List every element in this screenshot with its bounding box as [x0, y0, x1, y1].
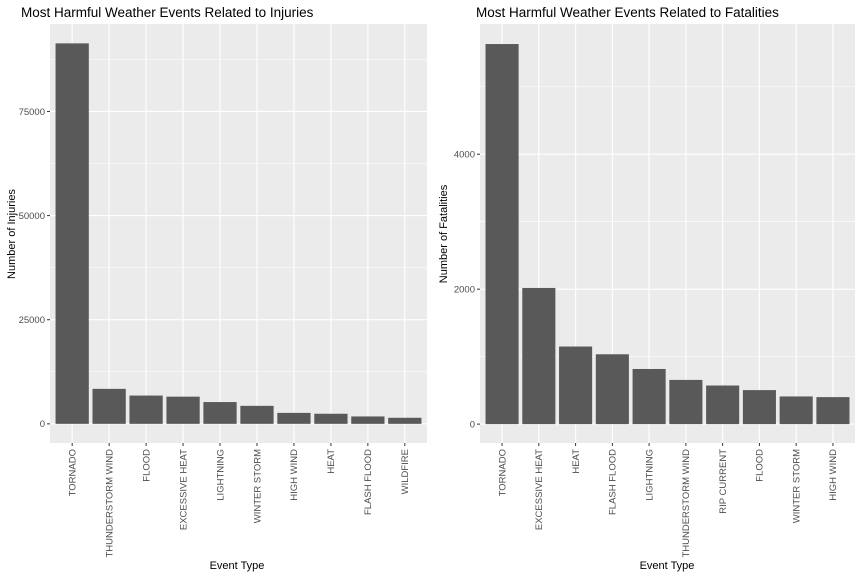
fatalities-bar-winter-storm	[779, 396, 813, 425]
fatalities-y-tick-label: 4000	[454, 150, 475, 161]
fatalities-y-tick-label: 2000	[454, 284, 475, 295]
fatalities-bar-thunderstorm-wind	[669, 379, 703, 425]
injuries-x-tick-label: WINTER STORM	[252, 449, 263, 523]
injuries-x-tick-label: TORNADO	[67, 449, 78, 496]
injuries-bar-heat	[314, 413, 348, 424]
injuries-bar-thunderstorm-wind	[92, 388, 126, 424]
fatalities-x-tick-label: RIP CURRENT	[718, 449, 729, 514]
fatalities-x-tick-label: HIGH WIND	[828, 449, 839, 501]
fatalities-chart-title: Most Harmful Weather Events Related to F…	[476, 5, 779, 20]
injuries-x-tick-label: THUNDERSTORM WIND	[104, 449, 115, 558]
injuries-x-tick-label: WILDFIRE	[400, 449, 411, 494]
fatalities-bar-flood	[742, 390, 776, 425]
fatalities-x-tick-label: EXCESSIVE HEAT	[534, 449, 545, 530]
fatalities-x-axis-title: Event Type	[640, 560, 695, 572]
fatalities-y-tick-label: 0	[470, 419, 475, 430]
injuries-x-tick-label: HIGH WIND	[289, 449, 300, 501]
fatalities-x-tick-label: HEAT	[571, 449, 582, 474]
injuries-x-tick-label: FLOOD	[141, 449, 152, 482]
injuries-bar-high-wind	[277, 412, 311, 424]
injuries-chart: 0 25000 50000 75000 TORNADO THUNDERSTORM WIND…	[6, 5, 427, 572]
fatalities-x-tick-label: THUNDERSTORM WIND	[681, 449, 692, 558]
injuries-bar-flash-flood	[351, 416, 385, 424]
fatalities-x-tick-label: TORNADO	[497, 449, 508, 496]
fatalities-bar-heat	[559, 346, 593, 425]
injuries-y-axis-title: Number of Injuries	[6, 189, 18, 279]
fatalities-bar-high-wind	[816, 397, 850, 425]
fatalities-bar-excessive-heat	[522, 287, 556, 425]
injuries-x-axis-title: Event Type	[210, 560, 265, 572]
injuries-y-tick-label: 25000	[19, 315, 45, 326]
fatalities-bar-tornado	[485, 44, 519, 425]
injuries-panel-background	[50, 24, 427, 443]
injuries-x-tick-label: EXCESSIVE HEAT	[178, 449, 189, 530]
fatalities-bar-flash-flood	[595, 354, 629, 425]
injuries-bar-tornado	[55, 43, 89, 424]
injuries-plot-area: 0 25000 50000 75000 TORNADO THUNDERSTORM WIND…	[19, 24, 427, 558]
fatalities-x-tick-label: FLASH FLOOD	[608, 449, 619, 515]
injuries-bar-wildfire	[388, 417, 422, 424]
injuries-bar-lightning	[203, 402, 237, 424]
fatalities-x-tick-label: WINTER STORM	[791, 449, 802, 523]
fatalities-x-tick-label: LIGHTNING	[644, 449, 655, 501]
injuries-chart-title: Most Harmful Weather Events Related to I…	[21, 5, 314, 20]
fatalities-plot-area: 0 2000 4000 TORNADO EXCESSIVE HEAT HEAT FLASH …	[454, 24, 855, 558]
injuries-bar-winter-storm	[240, 405, 274, 424]
fatalities-bar-rip-current	[706, 385, 740, 425]
fatalities-x-tick-label: FLOOD	[755, 449, 766, 482]
fatalities-bar-lightning	[632, 368, 666, 425]
injuries-x-tick-label: HEAT	[326, 449, 337, 474]
injuries-bar-excessive-heat	[166, 396, 200, 424]
injuries-y-tick-label: 50000	[19, 211, 45, 222]
fatalities-chart: 0 2000 4000 TORNADO EXCESSIVE HEAT HEAT FLASH …	[438, 5, 855, 572]
injuries-y-tick-label: 75000	[19, 107, 45, 118]
fatalities-y-axis-title: Number of Fatalities	[438, 184, 450, 283]
injuries-x-tick-label: FLASH FLOOD	[363, 449, 374, 515]
injuries-bar-flood	[129, 395, 163, 424]
injuries-x-tick-label: LIGHTNING	[215, 449, 226, 501]
injuries-y-tick-label: 0	[40, 419, 45, 430]
